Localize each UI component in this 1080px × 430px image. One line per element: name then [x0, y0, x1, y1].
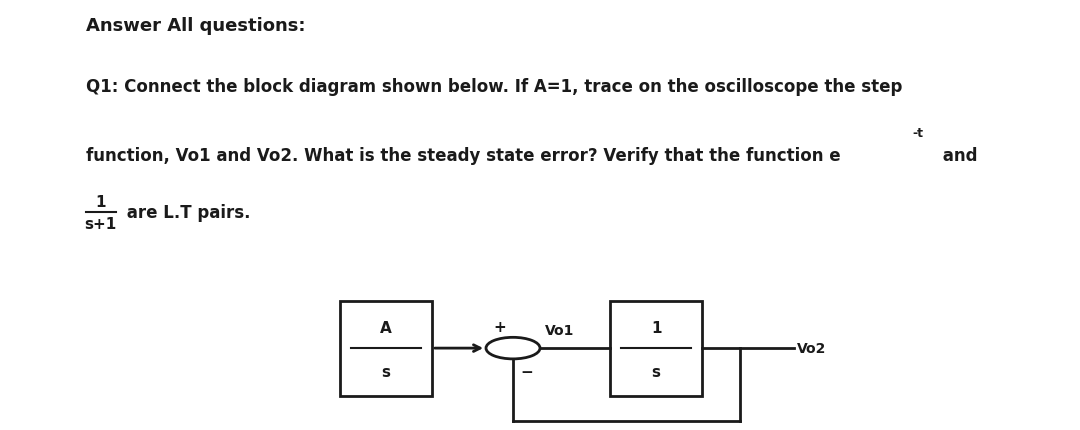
Text: +: + — [494, 319, 505, 335]
Text: 1: 1 — [651, 320, 661, 335]
Text: s: s — [381, 365, 391, 379]
Text: s: s — [651, 365, 661, 379]
Text: 1: 1 — [95, 194, 106, 209]
Text: A: A — [380, 320, 392, 335]
Text: Q1: Connect the block diagram shown below. If A=1, trace on the oscilloscope the: Q1: Connect the block diagram shown belo… — [86, 77, 903, 95]
Text: Answer All questions:: Answer All questions: — [86, 17, 306, 35]
Text: s+1: s+1 — [84, 216, 117, 231]
Bar — [610, 301, 702, 396]
Text: −: − — [521, 365, 532, 379]
Text: function, Vo1 and Vo2. What is the steady state error? Verify that the function : function, Vo1 and Vo2. What is the stead… — [86, 146, 841, 164]
Text: -t: -t — [913, 127, 923, 140]
Bar — [340, 301, 432, 396]
Text: Vo1: Vo1 — [545, 324, 575, 338]
Text: are L.T pairs.: are L.T pairs. — [121, 204, 251, 222]
Text: and: and — [937, 146, 978, 164]
Text: Vo2: Vo2 — [797, 341, 826, 355]
